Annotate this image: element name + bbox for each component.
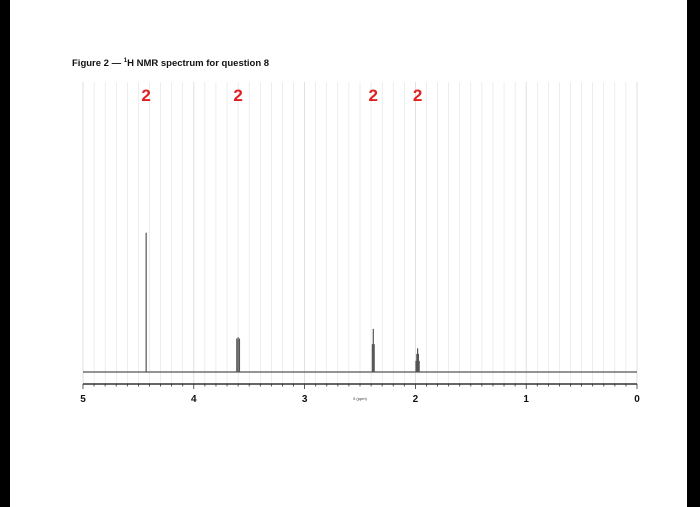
x-axis-label: δ (ppm)	[353, 396, 367, 401]
figure-title-sup: 1	[123, 58, 128, 64]
x-tick-label: 2	[413, 394, 419, 405]
x-tick-label: 0	[634, 394, 640, 405]
integration-label: 2	[369, 86, 378, 105]
integration-label: 2	[233, 86, 242, 105]
integration-label: 2	[413, 86, 422, 105]
x-tick-label: 3	[302, 394, 308, 405]
x-tick-label: 1	[523, 394, 529, 405]
figure-page: Figure 2 — 1H NMR spectrum for question …	[10, 0, 687, 507]
x-tick-label: 4	[191, 394, 197, 405]
figure-title-main: H NMR spectrum for question 8	[127, 58, 270, 70]
nmr-spectrum-chart: 5 4 3 2 1 0 δ (ppm) 2 2 2 2	[80, 82, 640, 405]
integration-label: 2	[141, 86, 150, 105]
x-tick-label: 5	[80, 394, 86, 405]
figure-title-prefix: Figure 2 —	[72, 58, 124, 70]
figure-title: Figure 2 — 1H NMR spectrum for question …	[72, 58, 269, 69]
